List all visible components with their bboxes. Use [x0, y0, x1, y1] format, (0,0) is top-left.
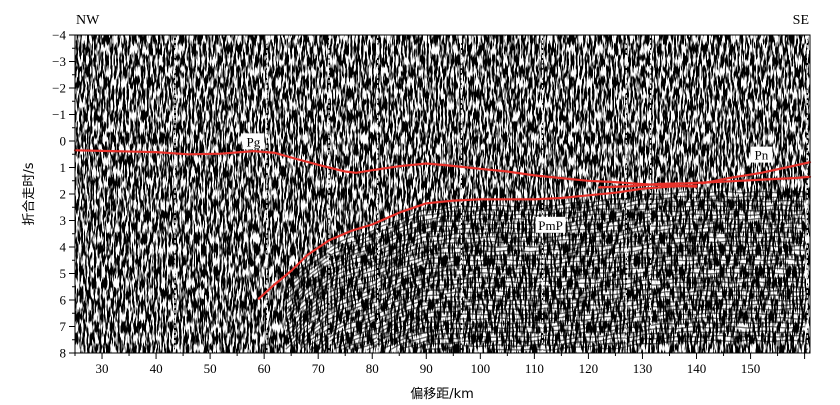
phase-curve-pn-upper — [700, 161, 812, 185]
reflection-band — [301, 267, 805, 345]
y-tick-label: −4 — [52, 28, 66, 43]
x-tick-label: 50 — [204, 361, 217, 376]
phase-label-pg: Pg — [246, 134, 260, 149]
x-axis-title: 偏移距/km — [410, 387, 474, 402]
x-tick-label: 100 — [471, 361, 491, 376]
reflection-band — [301, 271, 805, 349]
reflection-band — [293, 262, 805, 348]
y-tick-label: 2 — [60, 187, 67, 202]
y-tick-label: −1 — [52, 107, 66, 122]
phase-curves — [73, 149, 812, 300]
reflection-band — [488, 334, 805, 351]
reflection-band — [285, 226, 805, 319]
x-tick-label: 130 — [633, 361, 653, 376]
reflection-band — [342, 298, 805, 351]
phase-label-pmp: PmP — [538, 218, 563, 233]
reflection-band — [415, 325, 805, 350]
reflection-band — [285, 190, 805, 284]
reflection-band — [350, 303, 805, 351]
y-tick-label: −3 — [52, 54, 66, 69]
x-axis: 30 40 50 60 70 80 90 100 110 120 130 140 150 — [74, 353, 806, 376]
y-tick-label: 0 — [60, 134, 67, 149]
reflection-band — [390, 316, 805, 350]
reflection-band — [366, 307, 805, 351]
y-axis: −4 −3 −2 −1 0 1 2 3 4 5 6 7 8 — [52, 28, 75, 361]
reflection-band — [317, 285, 805, 351]
phase-label-box — [242, 133, 265, 150]
x-tick-label: 80 — [366, 361, 379, 376]
reflection-band — [593, 339, 805, 351]
reflection-band — [399, 321, 805, 350]
reflection-band — [285, 231, 805, 323]
x-tick-label: 110 — [525, 361, 544, 376]
x-tick-label: 30 — [96, 361, 109, 376]
phase-label-box — [535, 216, 566, 233]
phase-label-pn: Pn — [754, 148, 768, 163]
reflection-band — [285, 244, 805, 337]
phase-curve-pg — [73, 149, 698, 188]
reflection-band — [285, 253, 805, 346]
trace-gap-lines — [174, 35, 808, 353]
reflection-band — [309, 280, 805, 351]
y-tick-label: 1 — [60, 160, 67, 175]
reflection-band — [285, 222, 805, 315]
reflection-band — [285, 199, 805, 292]
phase-curve-pmp — [257, 184, 698, 300]
reflection-band — [309, 276, 805, 346]
reflection-band — [326, 289, 805, 348]
x-tick-label: 70 — [312, 361, 325, 376]
reflection-band — [334, 294, 805, 350]
y-tick-label: 4 — [60, 240, 67, 255]
y-tick-label: 7 — [60, 319, 67, 334]
reflection-band — [285, 195, 805, 288]
x-tick-label: 40 — [150, 361, 163, 376]
y-tick-label: −2 — [52, 81, 66, 96]
phase-labels: Pg Pn PmP — [242, 133, 773, 233]
reflection-band — [285, 240, 805, 332]
reflection-band — [285, 258, 805, 350]
phase-label-box — [750, 146, 773, 163]
x-tick-label: 140 — [687, 361, 707, 376]
y-tick-label: 8 — [60, 346, 67, 361]
x-tick-label: 60 — [258, 361, 271, 376]
x-tick-label: 150 — [741, 361, 761, 376]
y-tick-label: 5 — [60, 266, 67, 281]
direction-label-nw: NW — [76, 13, 100, 28]
reflection-band — [285, 249, 805, 342]
x-tick-label: 120 — [579, 361, 599, 376]
x-tick-label: 90 — [420, 361, 433, 376]
reflection-band — [285, 235, 805, 327]
direction-label-se: SE — [793, 13, 809, 28]
y-axis-title: 折合走时/s — [22, 162, 37, 225]
reflection-band — [382, 312, 805, 349]
reflection-band — [423, 330, 805, 351]
y-tick-label: 3 — [60, 213, 67, 228]
y-tick-label: 6 — [60, 293, 67, 308]
